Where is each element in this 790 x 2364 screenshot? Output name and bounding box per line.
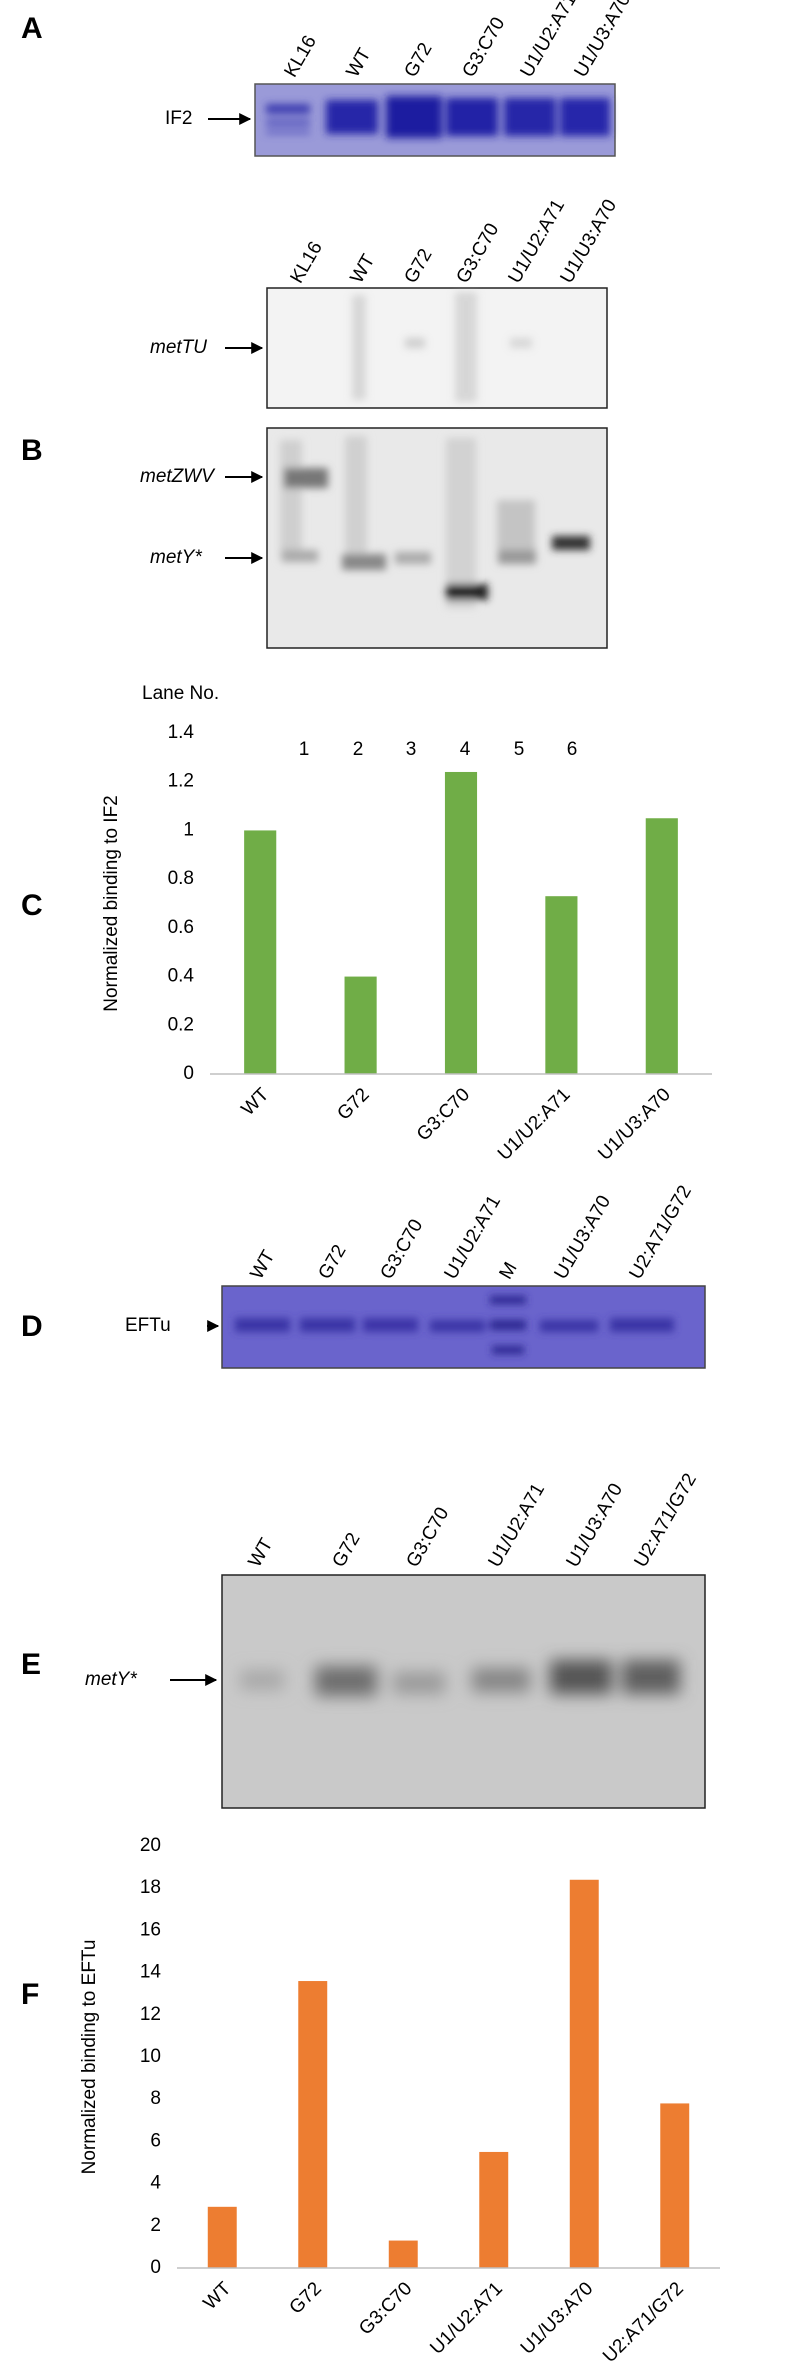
gel-marker: metTU — [150, 337, 207, 358]
gel-e — [170, 1574, 706, 1809]
bar — [298, 1981, 328, 2268]
gel-marker: IF2 — [165, 108, 192, 129]
x-tick-label: U2:A71/G72 — [599, 2278, 688, 2364]
gel-marker: metY* — [150, 547, 202, 568]
bar — [444, 771, 478, 1074]
gel-d — [207, 1285, 706, 1369]
lane-label: G72 — [328, 1529, 364, 1571]
y-tick-label: 1 — [183, 819, 194, 840]
lane-label: U1/U2:A71 — [440, 1192, 505, 1283]
x-tick-label: WT — [200, 2278, 236, 2314]
gel-a — [208, 83, 616, 157]
lane-number: 2 — [353, 739, 364, 760]
x-tick-label: U1/U3:A70 — [517, 2278, 598, 2359]
y-axis-title: Normalized binding to EFTu — [79, 1940, 100, 2175]
lane-label: WT — [246, 1247, 279, 1283]
gel-marker: metZWV — [140, 466, 216, 487]
gel-b-top — [225, 287, 608, 564]
bar — [244, 830, 277, 1074]
lane-label: U1/U3:A70 — [550, 1192, 615, 1283]
bar — [645, 818, 678, 1074]
y-tick-label: 20 — [140, 1835, 161, 1856]
y-tick-label: 0.2 — [168, 1014, 194, 1035]
gel-marker: metY* — [85, 1669, 137, 1690]
panel-letter: C — [21, 889, 43, 922]
x-tick-label: G72 — [286, 2278, 326, 2318]
bar — [569, 1879, 599, 2268]
y-tick-label: 8 — [150, 2088, 161, 2109]
bar — [207, 2206, 237, 2268]
bar — [479, 2151, 509, 2268]
y-tick-label: 10 — [140, 2046, 161, 2067]
lane-label: G72 — [400, 245, 436, 287]
y-tick-label: 2 — [150, 2215, 161, 2236]
y-tick-label: 0.8 — [168, 868, 194, 889]
lane-number: 5 — [514, 739, 525, 760]
y-tick-label: 6 — [150, 2130, 161, 2151]
y-tick-label: 4 — [150, 2173, 161, 2194]
y-tick-label: 1.2 — [168, 771, 194, 792]
lane-label: G72 — [400, 39, 436, 81]
lane-number: 3 — [406, 739, 417, 760]
panel-letter: B — [21, 434, 43, 467]
x-tick-label: U1/U2:A71 — [494, 1084, 575, 1165]
lane-label: U2:A71/G72 — [630, 1470, 700, 1571]
lane-label: WT — [342, 45, 375, 81]
lane-label: G3:C70 — [458, 14, 509, 81]
y-tick-label: 1.4 — [168, 722, 195, 743]
lane-title: Lane No. — [142, 683, 219, 704]
lane-label: U1/U3:A70 — [562, 1480, 627, 1571]
x-tick-label: G3:C70 — [355, 2278, 416, 2339]
y-tick-label: 18 — [140, 1877, 161, 1898]
gel-b-bottom — [266, 427, 608, 649]
x-tick-label: G3:C70 — [413, 1084, 474, 1145]
lane-label: U2:A71/G72 — [625, 1182, 695, 1283]
lane-label: KL16 — [286, 238, 326, 287]
lane-label: M — [495, 1259, 521, 1283]
y-tick-label: 14 — [140, 1962, 162, 1983]
lane-label: U1/U2:A71 — [484, 1480, 549, 1571]
panel-letter: E — [21, 1648, 41, 1681]
y-tick-label: 0.4 — [168, 966, 195, 987]
lane-label: G72 — [314, 1241, 350, 1283]
gel-marker: EFTu — [125, 1315, 171, 1336]
y-tick-label: 0 — [150, 2257, 161, 2278]
bar — [660, 2103, 690, 2268]
y-axis-title: Normalized binding to IF2 — [101, 795, 122, 1012]
lane-label: G3:C70 — [402, 1504, 453, 1571]
x-tick-label: U1/U3:A70 — [594, 1084, 675, 1165]
x-tick-label: U1/U2:A71 — [426, 2278, 507, 2359]
panel-letter: F — [21, 1978, 39, 2011]
panel-letter: A — [21, 12, 43, 45]
y-tick-label: 0 — [183, 1063, 194, 1084]
lane-number: 4 — [460, 739, 471, 760]
lane-label: U1/U3:A70 — [570, 0, 635, 81]
x-tick-label: G72 — [333, 1084, 373, 1124]
lane-label: WT — [346, 251, 379, 287]
lane-number: 6 — [567, 739, 578, 760]
y-tick-label: 0.6 — [168, 917, 194, 938]
y-tick-label: 16 — [140, 1919, 161, 1940]
y-tick-label: 12 — [140, 2004, 161, 2025]
lane-label: KL16 — [280, 32, 320, 81]
bar — [388, 2240, 418, 2268]
x-tick-label: WT — [238, 1084, 274, 1120]
lane-label: G3:C70 — [452, 220, 503, 287]
lane-number: 1 — [299, 739, 310, 760]
bar — [344, 976, 377, 1074]
bar — [545, 896, 578, 1074]
lane-label: G3:C70 — [376, 1216, 427, 1283]
panel-letter: D — [21, 1310, 43, 1343]
lane-label: WT — [244, 1535, 277, 1571]
